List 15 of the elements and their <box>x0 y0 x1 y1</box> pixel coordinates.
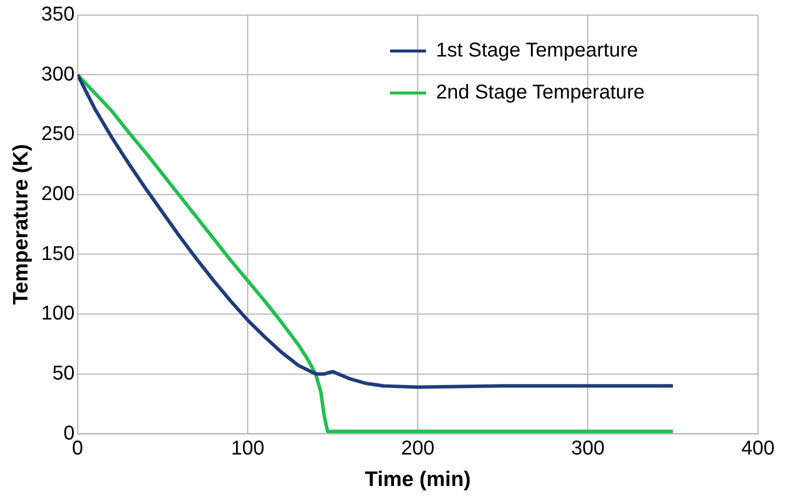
y-tick-label: 300 <box>41 63 75 86</box>
y-tick-label: 150 <box>41 242 75 265</box>
x-axis-title: Time (min) <box>364 468 471 492</box>
x-tick-label: 100 <box>230 437 264 460</box>
y-tick-label: 100 <box>41 302 75 325</box>
y-tick-label: 200 <box>41 183 75 205</box>
y-tick-label: 250 <box>41 123 75 146</box>
x-tick-label: 200 <box>401 437 434 460</box>
y-axis-title: Temperature (K) <box>9 144 32 305</box>
y-tick-label: 350 <box>41 4 75 26</box>
x-tick-label: 400 <box>741 437 775 460</box>
y-tick-label: 50 <box>52 362 75 384</box>
legend-label: 2nd Stage Temperature <box>436 82 645 104</box>
legend-label: 1st Stage Tempearture <box>436 40 638 62</box>
x-tick-label: 300 <box>571 437 605 460</box>
